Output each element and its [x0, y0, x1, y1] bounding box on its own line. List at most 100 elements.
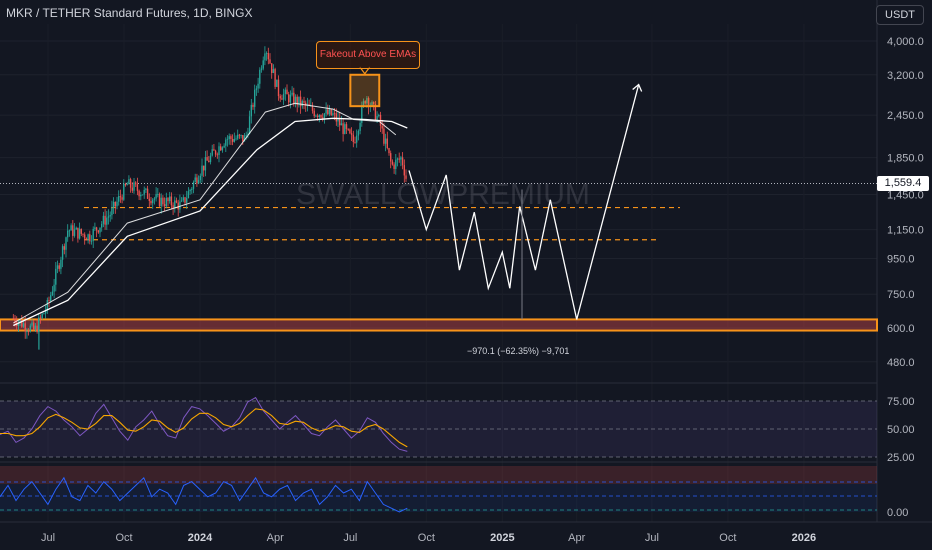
callout-pointer [359, 66, 371, 75]
candle-body [305, 102, 307, 106]
y-tick-label: 750.0 [887, 289, 915, 301]
y-tick-label: 3,200.0 [887, 70, 924, 82]
candle-body [218, 146, 220, 156]
candle-body [12, 318, 15, 320]
candle-body [320, 114, 322, 118]
rsi-line [0, 396, 408, 452]
candle-body [311, 105, 314, 111]
x-tick-label: Oct [115, 532, 132, 544]
candle-body [126, 184, 128, 186]
candle-body [228, 136, 230, 140]
y-tick-label: 2,450.0 [887, 110, 924, 122]
candle-body [29, 325, 32, 332]
x-tick-label: Apr [267, 532, 284, 544]
candle-body [187, 191, 190, 199]
y-tick-label: 600.0 [887, 323, 915, 335]
candle-body [316, 115, 319, 118]
watermark: SWALLOWPREMIUM [296, 178, 590, 211]
candle-body [167, 197, 169, 202]
candle-body [22, 323, 25, 327]
x-tick-label: Jul [41, 532, 55, 544]
candle-body [223, 145, 225, 148]
candle-body [196, 177, 198, 184]
candle-body [294, 96, 297, 105]
candle-body [359, 122, 361, 131]
candle-body [197, 180, 200, 184]
candle-body [162, 197, 164, 205]
candle-body [344, 124, 346, 134]
currency-button[interactable]: USDT [876, 5, 924, 25]
candle-body [51, 291, 54, 296]
candle-body [364, 101, 366, 104]
candle-body [152, 199, 154, 204]
candle-body [14, 318, 16, 323]
candle-body [194, 177, 196, 182]
candle-body [55, 268, 57, 285]
ema-slow-line [13, 117, 408, 327]
candle-body [116, 201, 118, 207]
candle-body [276, 79, 278, 87]
candle-body [252, 104, 254, 107]
fakeout-callout: Fakeout Above EMAs [316, 41, 420, 69]
candle-body [201, 165, 203, 176]
candle-body [342, 123, 344, 134]
candle-body [118, 196, 120, 202]
candle-body [352, 134, 355, 143]
candle-body [216, 154, 219, 156]
candle-body [345, 124, 348, 129]
candle-body [284, 89, 287, 94]
candle-body [296, 96, 298, 106]
candle-body [386, 138, 389, 149]
candle-body [286, 89, 288, 95]
candle-body [274, 69, 276, 87]
candle-body [157, 194, 159, 195]
x-tick-label: Jul [343, 532, 357, 544]
symbol-title[interactable]: MKR / TETHER Standard Futures, 1D, BINGX [6, 6, 253, 20]
candle-body [371, 101, 373, 106]
candle-body [248, 116, 251, 134]
candle-body [170, 196, 173, 206]
candle-body [163, 204, 166, 207]
candle-body [138, 190, 140, 197]
candle-body [48, 299, 50, 301]
candle-body [250, 104, 253, 117]
candle-body [36, 325, 38, 332]
candle-body [26, 331, 28, 333]
candle-body [65, 237, 67, 250]
rsi-tick-label: 50.00 [887, 424, 915, 436]
candle-body [366, 98, 368, 104]
candle-body [396, 158, 399, 160]
candle-body [381, 125, 383, 129]
candle-body [175, 200, 178, 203]
candle-body [99, 227, 101, 233]
candle-body [77, 227, 79, 239]
candle-body [213, 149, 215, 151]
candle-body [85, 238, 88, 241]
candle-body [75, 227, 77, 230]
candle-body [182, 197, 185, 201]
rsi-ma-line [0, 408, 408, 448]
candle-body [155, 194, 157, 199]
candle-body [50, 295, 52, 301]
candle-body [44, 310, 47, 314]
candle-body [150, 200, 152, 204]
candle-body [136, 184, 139, 191]
candle-body [220, 146, 222, 151]
candle-body [347, 128, 349, 130]
candle-body [327, 109, 329, 115]
x-tick-label: Jul [645, 532, 659, 544]
candle-body [376, 116, 378, 120]
candle-body [209, 155, 212, 163]
candle-body [174, 200, 176, 209]
candle-body [350, 133, 353, 135]
candle-body [27, 331, 30, 333]
candle-body [390, 153, 392, 162]
candle-body [107, 216, 110, 218]
y-tick-label: 480.0 [887, 357, 915, 369]
candle-body [67, 230, 69, 238]
candle-body [73, 229, 76, 236]
candle-body [340, 123, 343, 126]
candle-body [191, 188, 193, 190]
candle-body [395, 159, 397, 169]
